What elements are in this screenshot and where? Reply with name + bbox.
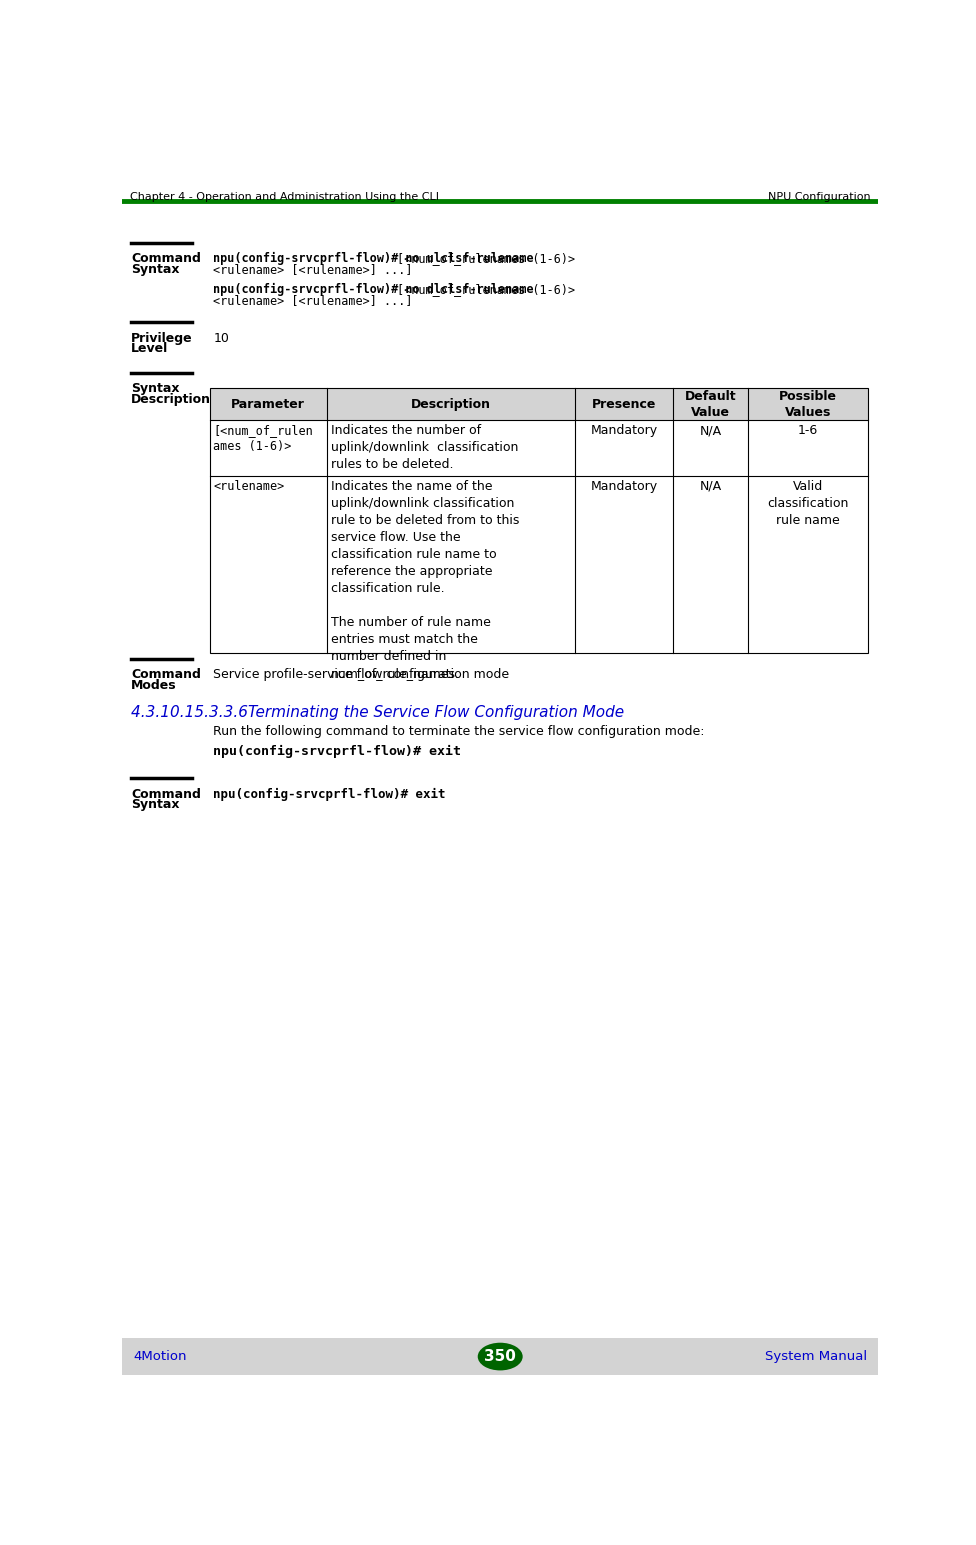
Text: Syntax: Syntax (132, 263, 180, 277)
Text: Mandatory: Mandatory (590, 423, 658, 437)
Ellipse shape (477, 1343, 523, 1370)
Text: Parameter: Parameter (231, 397, 305, 411)
Bar (210, 388, 868, 420)
Text: Description: Description (132, 392, 211, 405)
Text: Privilege: Privilege (132, 332, 193, 345)
Text: Command: Command (132, 667, 201, 681)
Text: <rulename>: <rulename> (214, 479, 285, 493)
Text: Level: Level (132, 343, 169, 355)
Bar (122, 1338, 878, 1375)
Text: 1-6: 1-6 (797, 423, 818, 437)
Text: N/A: N/A (700, 423, 721, 437)
Text: [<num_of_rulen
ames (1-6)>: [<num_of_rulen ames (1-6)> (214, 423, 313, 453)
Text: npu(config-srvcprfl-flow)# exit: npu(config-srvcprfl-flow)# exit (214, 788, 446, 800)
Text: Command: Command (132, 252, 201, 266)
Text: [<num_of_rulenames (1-6)>: [<num_of_rulenames (1-6)> (397, 252, 575, 266)
Text: Indicates the name of the
uplink/downlink classification
rule to be deleted from: Indicates the name of the uplink/downlin… (331, 479, 519, 680)
Text: Modes: Modes (132, 678, 177, 692)
Text: Syntax: Syntax (132, 382, 180, 396)
Text: 350: 350 (484, 1349, 516, 1364)
Text: Default
Value: Default Value (685, 389, 737, 419)
Text: Indicates the number of
uplink/downlink  classification
rules to be deleted.: Indicates the number of uplink/downlink … (331, 423, 518, 471)
Text: Possible
Values: Possible Values (779, 389, 837, 419)
Text: 4Motion: 4Motion (134, 1350, 187, 1363)
Text: N/A: N/A (700, 479, 721, 493)
Text: 4.3.10.15.3.3.6Terminating the Service Flow Configuration Mode: 4.3.10.15.3.3.6Terminating the Service F… (132, 705, 625, 720)
Text: Presence: Presence (591, 397, 656, 411)
Text: Description: Description (411, 397, 491, 411)
Bar (210, 388, 868, 654)
Text: NPU Configuration: NPU Configuration (768, 192, 871, 201)
Text: Chapter 4 - Operation and Administration Using the CLI: Chapter 4 - Operation and Administration… (130, 192, 439, 201)
Text: System Manual: System Manual (764, 1350, 867, 1363)
Text: <rulename> [<rulename>] ...]: <rulename> [<rulename>] ...] (214, 294, 413, 307)
Text: npu(config-srvcprfl-flow)# no dlclsf-rulename: npu(config-srvcprfl-flow)# no dlclsf-rul… (214, 283, 542, 297)
Text: Run the following command to terminate the service flow configuration mode:: Run the following command to terminate t… (214, 725, 705, 739)
Text: npu(config-srvcprfl-flow)# no ulclsf-rulename: npu(config-srvcprfl-flow)# no ulclsf-rul… (214, 252, 542, 266)
Text: Mandatory: Mandatory (590, 479, 658, 493)
Text: Service profile-service flow configuration mode: Service profile-service flow configurati… (214, 667, 509, 681)
Text: Syntax: Syntax (132, 799, 180, 811)
Text: 10: 10 (214, 332, 229, 345)
Text: npu(config-srvcprfl-flow)# exit: npu(config-srvcprfl-flow)# exit (214, 745, 462, 759)
Text: Valid
classification
rule name: Valid classification rule name (767, 479, 849, 527)
Text: [<num_of_rulenames (1-6)>: [<num_of_rulenames (1-6)> (397, 283, 575, 297)
Text: <rulename> [<rulename>] ...]: <rulename> [<rulename>] ...] (214, 263, 413, 277)
Text: Command: Command (132, 788, 201, 800)
